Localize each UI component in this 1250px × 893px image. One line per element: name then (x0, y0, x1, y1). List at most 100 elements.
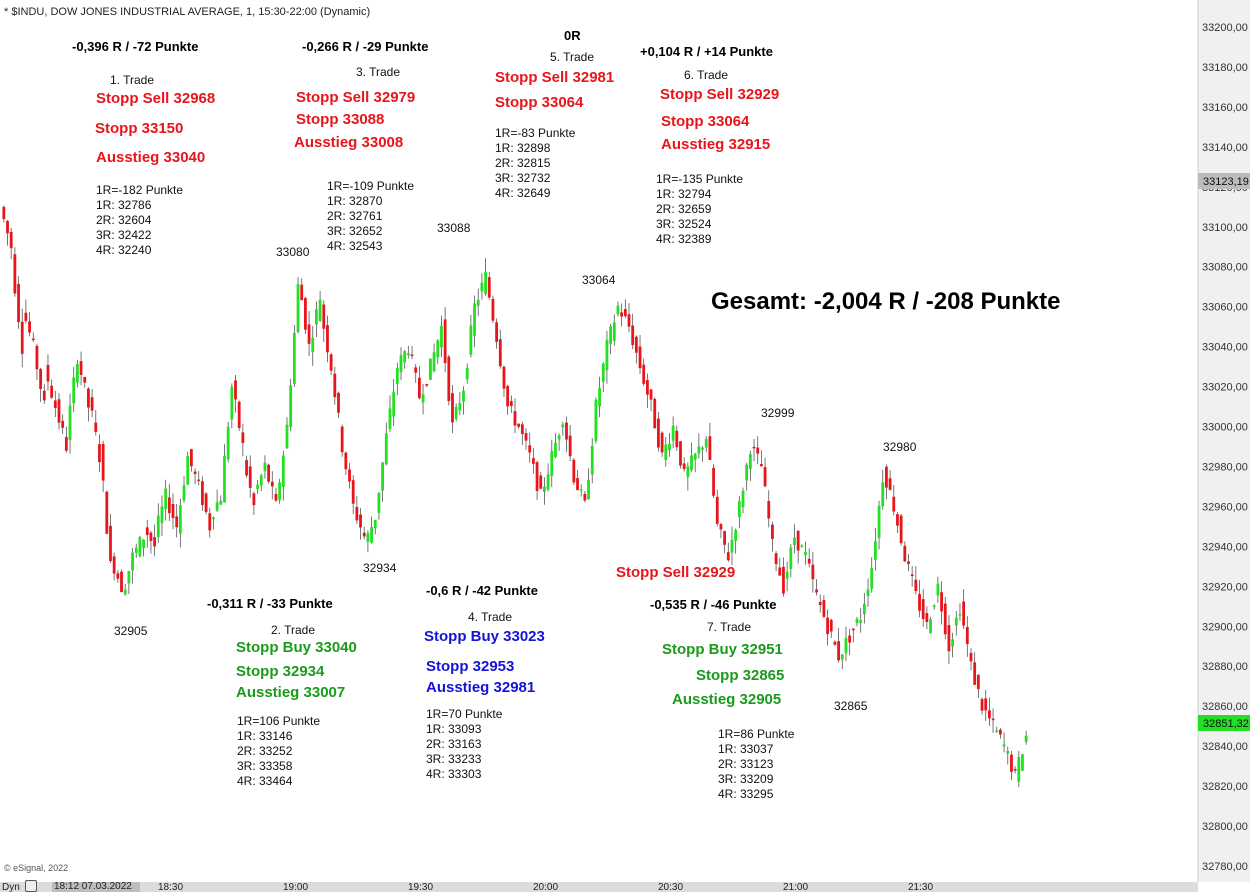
candle-down (572, 459, 576, 483)
trade-7-entry: Stopp Buy 32951 (662, 641, 783, 658)
candle-up (701, 447, 704, 450)
candle-down (962, 601, 966, 626)
trade-3-name: 3. Trade (356, 65, 401, 79)
candle-down (829, 619, 833, 632)
candle-down (171, 503, 175, 519)
trade-3-levels: 1R=-109 Punkte 1R: 32870 2R: 32761 3R: 3… (327, 179, 414, 254)
candle-down (79, 361, 83, 375)
candle-up (75, 364, 79, 383)
last-price-box (1198, 715, 1250, 731)
candle-down (201, 481, 204, 505)
candle-down (976, 674, 980, 690)
candle-down (1013, 769, 1017, 771)
current-price-box (1198, 173, 1250, 189)
candle-down (535, 462, 539, 492)
candle-up (366, 533, 370, 542)
candle-up (859, 620, 863, 623)
candle-down (660, 432, 664, 453)
candle-up (403, 351, 407, 363)
candle-up (561, 424, 565, 428)
candle-up (440, 325, 443, 348)
candle-up (72, 377, 76, 404)
trade-4-entry: Stopp Buy 33023 (424, 628, 545, 645)
candle-up (454, 406, 458, 420)
candle-up (793, 537, 796, 546)
trade-2-4r: 4R: 33464 (237, 774, 293, 788)
trade-7-exit: Ausstieg 32905 (672, 691, 782, 708)
candle-down (583, 493, 587, 501)
candle-up (866, 589, 870, 596)
y-axis-panel (1198, 0, 1250, 882)
candle-up (392, 391, 396, 417)
trade-2-3r: 3R: 33358 (237, 759, 293, 773)
candle-down (888, 478, 892, 490)
y-tick-label: 32880,00 (1202, 661, 1248, 673)
candle-up (212, 517, 215, 520)
candle-down (782, 566, 785, 594)
trade-3-4r: 4R: 32543 (327, 239, 383, 253)
candle-up (804, 552, 807, 555)
candle-down (826, 617, 829, 635)
candle-up (263, 462, 267, 472)
trade-7-4r: 4R: 33295 (718, 787, 774, 801)
candle-down (627, 314, 631, 327)
candle-up (598, 387, 601, 407)
candle-down (774, 553, 778, 565)
y-tick-label: 32940,00 (1202, 541, 1248, 553)
candle-down (487, 277, 491, 298)
candle-down (116, 573, 120, 579)
candle-up (406, 353, 410, 356)
trade-6-r: 1R=-135 Punkte (656, 172, 744, 186)
date-time-display: 18:12 07.03.2022 (52, 882, 140, 892)
trade-2-result: -0,311 R / -33 Punkte (207, 596, 333, 611)
trade-5-stop: Stopp 33064 (495, 94, 584, 111)
candle-up (421, 394, 425, 403)
trade-5-r: 1R=-83 Punkte (495, 126, 576, 140)
trade-1-result: -0,396 R / -72 Punkte (72, 39, 199, 54)
candle-up (219, 500, 223, 505)
x-tick-2000: 20:00 (533, 882, 559, 893)
candle-down (833, 641, 837, 645)
x-tick-2030: 20:30 (658, 882, 684, 893)
candle-down (987, 710, 991, 719)
y-tick-label: 32800,00 (1202, 821, 1248, 833)
trade-5-3r: 3R: 32732 (495, 171, 551, 185)
candle-up (855, 618, 859, 624)
trade-7-name: 7. Trade (707, 620, 752, 634)
y-tick-label: 32820,00 (1202, 781, 1248, 793)
trade-4-2r: 2R: 33163 (426, 737, 482, 751)
current-price-label: 33123,19 (1203, 176, 1249, 188)
trade-1-entry: Stopp Sell 32968 (96, 90, 216, 107)
candle-up (693, 453, 697, 460)
candle-down (333, 373, 337, 398)
candle-up (429, 358, 432, 380)
candle-up (745, 464, 749, 481)
candle-up (873, 541, 877, 560)
trade-2-name: 2. Trade (271, 623, 316, 637)
candle-down (101, 443, 105, 481)
candle-down (417, 377, 421, 399)
lock-icon[interactable] (25, 880, 37, 892)
y-tick-label: 33100,00 (1202, 222, 1248, 234)
candle-up (289, 385, 293, 428)
candle-up (123, 589, 127, 595)
candle-up (469, 325, 473, 355)
dyn-label[interactable]: Dyn (2, 882, 20, 893)
candle-down (921, 599, 925, 620)
candle-down (925, 613, 929, 623)
candle-up (68, 405, 72, 441)
trade-1-3r: 3R: 32422 (96, 228, 152, 242)
trade-2-1r: 1R: 33146 (237, 729, 293, 743)
candle-down (35, 345, 39, 370)
y-tick-label: 32780,00 (1202, 861, 1248, 873)
candle-down (991, 718, 995, 721)
candle-up (259, 475, 263, 486)
candle-up (671, 425, 675, 441)
candle-up (1021, 754, 1024, 771)
x-axis-bar (0, 882, 1198, 892)
candle-down (274, 493, 278, 501)
candle-up (690, 455, 693, 471)
candle-down (940, 592, 943, 612)
trade-1-2r: 2R: 32604 (96, 213, 152, 227)
trade-6-1r: 1R: 32794 (656, 187, 712, 201)
